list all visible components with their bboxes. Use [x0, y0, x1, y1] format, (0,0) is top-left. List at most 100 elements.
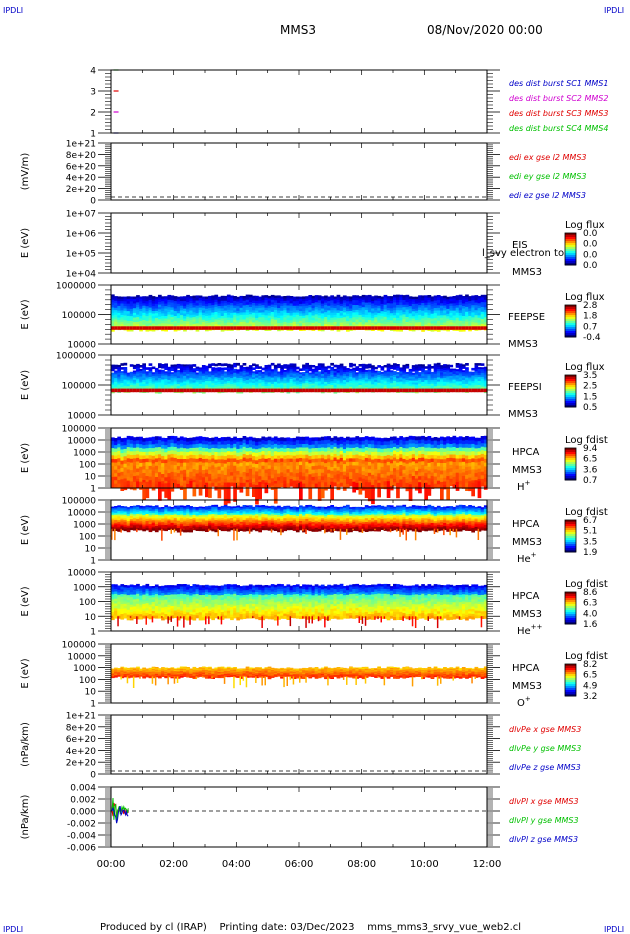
heatmap-cell [114, 385, 118, 389]
heatmap-cell [233, 440, 237, 445]
heatmap-cell [114, 317, 118, 321]
heatmap-cell [361, 367, 366, 371]
heatmap-cell [198, 302, 203, 306]
heatmap-cell [214, 363, 219, 367]
heatmap-cell [295, 324, 300, 327]
heatmap-cell [349, 308, 353, 312]
heatmap-cell [352, 322, 356, 326]
heatmap-cell [173, 308, 178, 312]
heatmap-cell [324, 474, 328, 479]
heatmap-cell [117, 461, 121, 467]
heatmap-cell [145, 313, 150, 317]
heatmap-cell [205, 367, 209, 371]
heatmap-cell [299, 472, 303, 477]
heatmap-cell [198, 447, 203, 452]
heatmap-cell [289, 444, 294, 449]
heatmap-cell [380, 303, 385, 307]
heatmap-cell [132, 364, 137, 368]
heatmap-cell [299, 311, 303, 315]
heatmap-cell [208, 371, 212, 374]
heatmap-cell [189, 377, 193, 381]
heatmap-cell [195, 466, 200, 471]
heatmap-cell [201, 473, 206, 478]
heatmap-band [424, 388, 428, 393]
heatmap-cell [433, 373, 438, 377]
heatmap-cell [433, 382, 438, 385]
heatmap-cell [436, 297, 441, 301]
heatmap-cell [189, 451, 193, 456]
heatmap-cell [148, 322, 153, 327]
heatmap-cell [461, 381, 466, 385]
heatmap-cell [183, 387, 187, 390]
heatmap-cell [452, 368, 457, 372]
heatmap-cell [292, 305, 297, 309]
heatmap-cell [427, 310, 432, 314]
heatmap-cell [186, 321, 190, 325]
heatmap-cell [255, 295, 259, 299]
heatmap-cell [211, 363, 215, 366]
heatmap-cell [327, 312, 331, 316]
heatmap-cell [386, 381, 391, 385]
heatmap-cell [245, 380, 250, 383]
heatmap-cell [114, 476, 118, 481]
heatmap-cell [158, 380, 162, 384]
heatmap-cell [189, 296, 193, 300]
heatmap-cell [145, 469, 150, 474]
heatmap-cell [364, 319, 369, 323]
heatmap-cell [433, 295, 438, 299]
heatmap-cell [292, 363, 297, 367]
heatmap-cell [305, 322, 309, 326]
heatmap-band [374, 388, 378, 393]
heatmap-cell [201, 369, 206, 373]
heatmap-cell [474, 371, 479, 374]
heatmap-cell [167, 450, 172, 455]
heatmap-cell [211, 300, 215, 304]
heatmap-cell [195, 440, 200, 445]
heatmap-cell [217, 480, 222, 485]
heatmap-cell [468, 373, 472, 377]
heatmap-cell [458, 323, 463, 327]
heatmap-cell [245, 385, 250, 389]
heatmap-cell [136, 302, 140, 306]
heatmap-cell [114, 307, 118, 311]
heatmap-cell [430, 318, 435, 322]
heatmap-cell [286, 386, 291, 390]
heatmap-cell [333, 305, 338, 309]
heatmap-cell [371, 369, 375, 372]
heatmap-cell [308, 385, 313, 389]
heatmap-cell [167, 476, 172, 481]
heatmap-band [239, 326, 244, 330]
heatmap-cell [230, 372, 234, 375]
heatmap-cell [433, 320, 438, 324]
heatmap-band [211, 388, 215, 393]
heatmap-cell [136, 387, 140, 390]
heatmap-cell [305, 378, 309, 382]
heatmap-cell [226, 451, 231, 456]
heatmap-cell [405, 374, 410, 377]
heatmap-cell [440, 365, 444, 368]
heatmap-cell [468, 383, 472, 386]
heatmap-cell [289, 482, 294, 487]
heatmap-cell [308, 304, 313, 308]
heatmap-cell [258, 458, 262, 463]
heatmap-cell [443, 320, 447, 324]
heatmap-cell [349, 315, 353, 319]
heatmap-cell [292, 365, 297, 369]
heatmap-cell [120, 319, 125, 323]
heatmap-cell [474, 365, 479, 368]
heatmap-band [396, 388, 400, 393]
heatmap-cell [217, 455, 222, 460]
heatmap-cell [220, 440, 225, 446]
heatmap-cell [186, 373, 190, 377]
heatmap-cell [154, 473, 159, 478]
heatmap-cell [324, 297, 328, 301]
heatmap-cell [414, 306, 419, 309]
heatmap-cell [320, 296, 325, 300]
heatmap-cell [230, 315, 234, 319]
heatmap-cell [111, 476, 115, 481]
heatmap-cell [179, 440, 184, 445]
heatmap-cell [393, 299, 397, 304]
heatmap-cell [148, 380, 153, 384]
heatmap-cell [176, 473, 181, 478]
heatmap-cell [261, 465, 266, 470]
